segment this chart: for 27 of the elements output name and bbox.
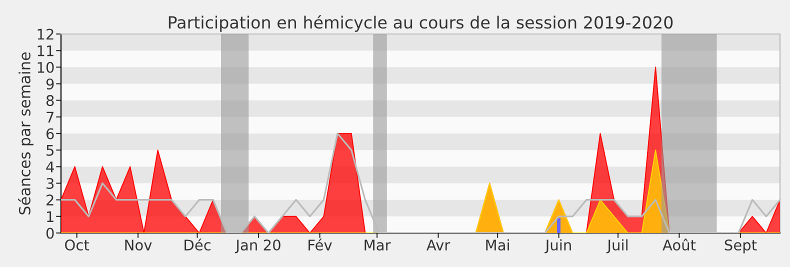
- y-tick-label: 4: [46, 162, 54, 172]
- y-axis-title: Séances par semaine: [18, 52, 34, 214]
- y-tick-label: 1: [47, 211, 54, 222]
- y-tick-label: 11: [38, 45, 54, 56]
- y-tick-label: 0: [46, 228, 54, 239]
- y-tick-label: 10: [38, 62, 54, 73]
- x-tick-label: Sept: [724, 240, 757, 254]
- y-tick-label: 3: [46, 178, 54, 189]
- x-tick-label: Jan 20: [234, 240, 280, 254]
- y-tick-label: 5: [46, 144, 54, 156]
- x-tick-label: Mar: [364, 240, 391, 251]
- x-tick-label: Juin: [544, 239, 571, 254]
- x-tick-label: Oct: [65, 240, 90, 251]
- y-tick-label: 9: [46, 78, 54, 90]
- x-tick-label: Avr: [426, 240, 450, 250]
- x-tick-label: Juil: [606, 239, 628, 254]
- x-tick-label: Fév: [308, 238, 332, 251]
- y-tick-label: 8: [46, 95, 54, 106]
- y-tick-label: 12: [38, 28, 54, 40]
- x-tick-label: Nov: [125, 240, 152, 251]
- y-tick-label: 6: [46, 128, 54, 140]
- chart-title: Participation en hémicycle au cours de la session 2019-2020: [168, 15, 673, 32]
- x-tick-label: Août: [662, 238, 696, 251]
- y-tick-label: 2: [46, 194, 54, 206]
- y-tick-label: 7: [46, 112, 54, 122]
- x-tick-label: Déc: [184, 238, 210, 251]
- x-tick-label: Mai: [486, 239, 509, 251]
